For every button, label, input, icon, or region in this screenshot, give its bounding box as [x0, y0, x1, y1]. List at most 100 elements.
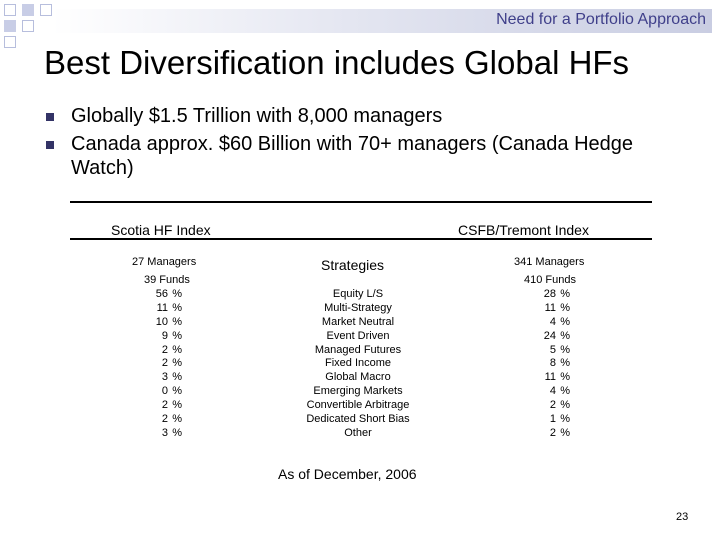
- percent-sign: %: [172, 399, 182, 412]
- percent-sign: %: [560, 315, 570, 328]
- percent-sign: %: [172, 385, 182, 398]
- csfb-value: 24: [543, 329, 556, 342]
- scotia-row: 3%: [130, 371, 190, 385]
- csfb-value: 2: [549, 426, 556, 439]
- strategy-name: Equity L/S: [332, 288, 384, 300]
- strategies-header: Strategies: [321, 257, 385, 273]
- percent-sign: %: [560, 385, 570, 398]
- strategy-name: Event Driven: [326, 329, 390, 342]
- bullet-item: Globally $1.5 Trillion with 8,000 manage…: [44, 104, 684, 128]
- scotia-row: 2%: [130, 399, 190, 413]
- percent-sign: %: [560, 329, 570, 342]
- csfb-row: 2%: [518, 399, 578, 413]
- percent-sign: %: [172, 371, 182, 384]
- strategy-name: Global Macro: [325, 371, 391, 384]
- percent-sign: %: [172, 315, 182, 328]
- percent-sign: %: [560, 357, 570, 370]
- scotia-value: 0: [161, 385, 168, 398]
- percent-sign: %: [172, 288, 182, 300]
- csfb-row: 11%: [518, 302, 578, 316]
- percent-sign: %: [172, 329, 182, 342]
- scotia-row: 11%: [130, 302, 190, 316]
- bullet-text: Canada approx. $60 Billion with 70+ mana…: [71, 133, 634, 179]
- scotia-row: 2%: [130, 357, 190, 371]
- corner-square-decoration: [4, 36, 16, 48]
- bullet-item: Canada approx. $60 Billion with 70+ mana…: [44, 132, 684, 180]
- percent-sign: %: [172, 357, 182, 370]
- table-header-rule: [70, 238, 652, 240]
- scotia-value: 9: [161, 329, 168, 342]
- square-bullet-icon: [46, 141, 54, 149]
- csfb-funds: 410 Funds: [524, 274, 576, 286]
- percent-sign: %: [560, 288, 570, 300]
- strategy-name: Other: [344, 426, 372, 439]
- csfb-value: 4: [549, 315, 556, 328]
- csfb-managers: 341 Managers: [514, 256, 585, 268]
- strategy-name: Market Neutral: [321, 315, 395, 328]
- corner-square-decoration: [4, 4, 16, 16]
- csfb-row: 4%: [518, 385, 578, 399]
- table-top-rule: [70, 201, 652, 203]
- date-note: As of December, 2006: [278, 466, 417, 482]
- strategy-name: Dedicated Short Bias: [306, 413, 410, 426]
- scotia-value: 2: [161, 399, 168, 412]
- corner-square-decoration: [40, 4, 52, 16]
- scotia-value: 3: [161, 426, 168, 439]
- csfb-percent-list: 28% 11% 4% 24% 5% 8% 11% 4% 2% 1% 2%: [518, 288, 578, 441]
- scotia-value: 2: [161, 343, 168, 356]
- scotia-percent-list: 56% 11% 10% 9% 2% 2% 3% 0% 2% 2% 3%: [130, 288, 190, 441]
- csfb-row: 8%: [518, 357, 578, 371]
- strategy-name: Multi-Strategy: [324, 301, 392, 314]
- csfb-index-header: CSFB/Tremont Index: [458, 222, 589, 238]
- scotia-value: 56: [155, 288, 168, 300]
- scotia-row: 2%: [130, 413, 190, 427]
- csfb-value: 4: [549, 385, 556, 398]
- csfb-row: 1%: [518, 413, 578, 427]
- scotia-row: 9%: [130, 330, 190, 344]
- strategy-name: Emerging Markets: [313, 385, 403, 398]
- scotia-row: 10%: [130, 316, 190, 330]
- corner-square-decoration: [22, 4, 34, 16]
- csfb-row: 4%: [518, 316, 578, 330]
- scotia-value: 3: [161, 371, 168, 384]
- percent-sign: %: [560, 301, 570, 314]
- scotia-managers: 27 Managers: [132, 256, 197, 268]
- bullet-text: Globally $1.5 Trillion with 8,000 manage…: [71, 105, 443, 127]
- csfb-value: 1: [549, 413, 556, 426]
- percent-sign: %: [560, 371, 570, 384]
- scotia-row: 2%: [130, 344, 190, 358]
- scotia-value: 11: [156, 301, 168, 314]
- strategy-list: Equity L/S Multi-Strategy Market Neutral Ev…: [270, 288, 446, 441]
- page-number: 23: [676, 511, 689, 523]
- csfb-row: 24%: [518, 330, 578, 344]
- strategy-name: Convertible Arbitrage: [306, 399, 410, 412]
- scotia-index-header: Scotia HF Index: [111, 222, 211, 238]
- csfb-value: 11: [544, 371, 556, 384]
- scotia-row: 3%: [130, 427, 190, 441]
- percent-sign: %: [172, 426, 182, 439]
- csfb-value: 2: [549, 399, 556, 412]
- scotia-value: 2: [161, 357, 168, 370]
- csfb-row: 2%: [518, 427, 578, 441]
- header-band: [52, 9, 712, 33]
- percent-sign: %: [172, 413, 182, 426]
- strategy-name: Managed Futures: [314, 343, 402, 356]
- csfb-row: 28%: [518, 288, 578, 302]
- percent-sign: %: [172, 301, 182, 314]
- corner-square-decoration: [22, 20, 34, 32]
- csfb-row: 5%: [518, 344, 578, 358]
- slide-title: Best Diversification includes Global HFs: [44, 44, 630, 81]
- percent-sign: %: [560, 343, 570, 356]
- percent-sign: %: [560, 399, 570, 412]
- scotia-funds: 39 Funds: [144, 274, 190, 286]
- csfb-value: 8: [549, 357, 556, 370]
- percent-sign: %: [560, 413, 570, 426]
- csfb-value: 5: [549, 343, 556, 356]
- scotia-row: 56%: [130, 288, 190, 302]
- strategy-name: Fixed Income: [324, 357, 392, 370]
- csfb-row: 11%: [518, 371, 578, 385]
- percent-sign: %: [172, 343, 182, 356]
- csfb-value: 11: [544, 301, 556, 314]
- square-bullet-icon: [46, 113, 54, 121]
- corner-square-decoration: [4, 20, 16, 32]
